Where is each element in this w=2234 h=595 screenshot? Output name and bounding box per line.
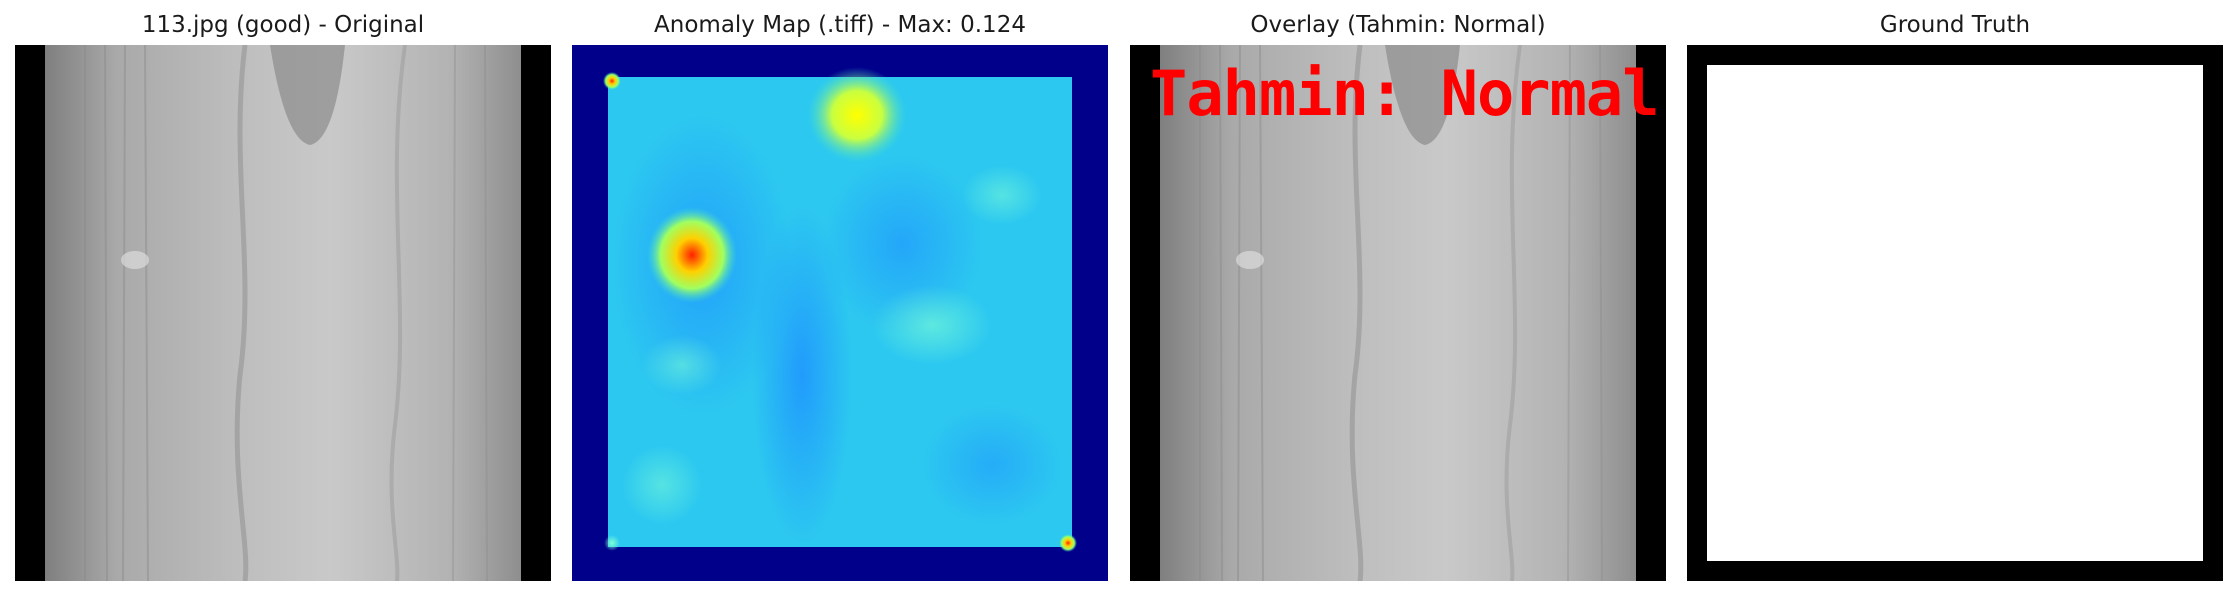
- panel-ground-truth: Ground Truth: [1687, 0, 2223, 595]
- overlay-image: Tahmin: Normal (0.: [1130, 45, 1666, 581]
- original-image: [15, 45, 551, 581]
- panel-title: Anomaly Map (.tiff) - Max: 0.124: [654, 12, 1026, 38]
- panel-title: Overlay (Tahmin: Normal): [1250, 12, 1546, 38]
- panel-title: Ground Truth: [1879, 12, 2031, 38]
- anomaly-heatmap: [572, 45, 1108, 581]
- panel-anomaly-map: Anomaly Map (.tiff) - Max: 0.124: [572, 0, 1108, 595]
- panel-overlay: Overlay (Tahmin: Normal) Tahm: [1130, 0, 1666, 595]
- panel-original: 113.jpg (good) - Original: [15, 0, 551, 595]
- prediction-text: Tahmin: Normal (0.: [1150, 57, 1666, 130]
- panel-title: 113.jpg (good) - Original: [141, 12, 425, 38]
- ground-truth-mask: [1687, 45, 2223, 581]
